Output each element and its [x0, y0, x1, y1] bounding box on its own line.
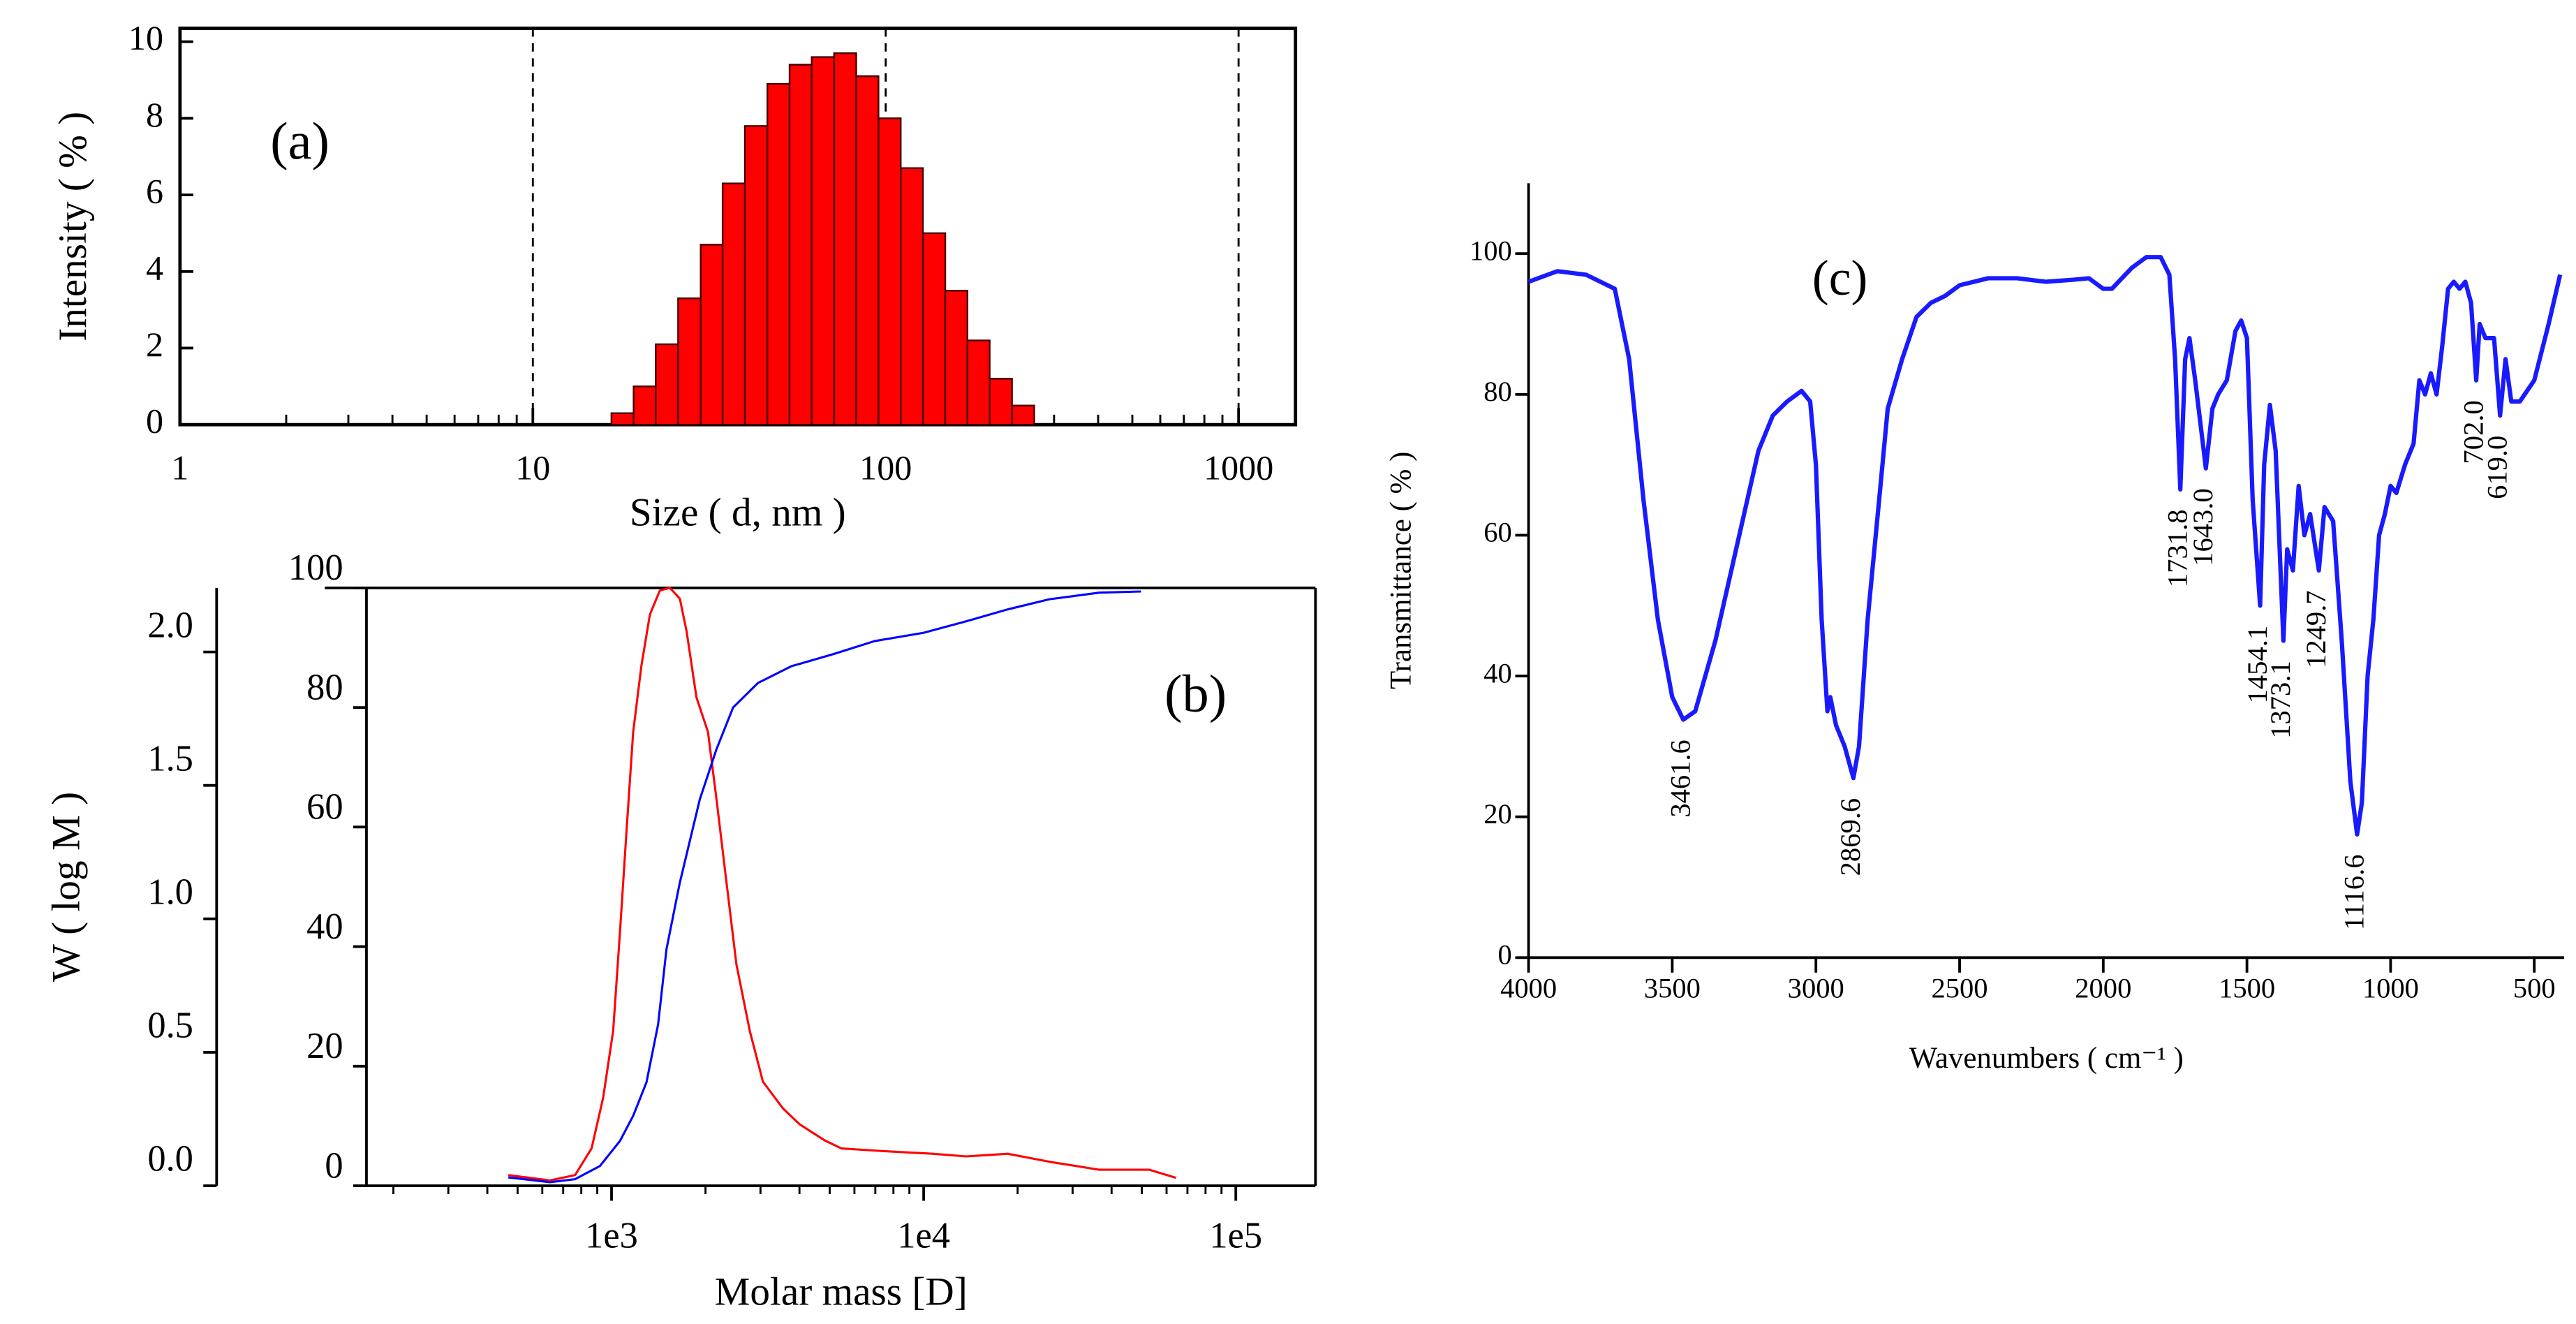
x-tick-label: 4000: [1500, 972, 1557, 1003]
x-tick-label: 2000: [2075, 972, 2131, 1003]
x-tick-label: 100: [859, 448, 912, 487]
x-axis-label: Wavenumbers ( cm⁻¹ ): [1909, 1042, 2184, 1075]
bar: [721, 182, 746, 426]
bar: [1011, 404, 1035, 426]
y-axis-label: Intensity ( % ): [51, 112, 95, 341]
y-tick-label: 2.0: [147, 605, 193, 645]
y-tick-label: 10: [128, 18, 163, 57]
y-tick-label: 1.0: [147, 871, 193, 912]
x-tick-label: 10: [515, 448, 550, 487]
x-tick-label: 1e3: [585, 1215, 638, 1256]
bar: [743, 125, 769, 426]
bar: [767, 82, 791, 426]
y-tick-label: 80: [1483, 376, 1512, 407]
y-tick-label: 0: [146, 402, 163, 441]
x-axis-label: Molar mass [D]: [714, 1270, 967, 1314]
y-tick-label: 0.5: [147, 1006, 193, 1046]
y-tick-label: 8: [146, 95, 163, 134]
x-tick-label: 1000: [1204, 448, 1273, 487]
y-axis-label: W ( log M ): [45, 792, 89, 982]
y-tick-label: 0: [1498, 939, 1512, 971]
y2-tick-label: 20: [306, 1026, 343, 1066]
x-tick-label: 1000: [2362, 972, 2419, 1003]
y2-tick-label: 80: [306, 667, 343, 707]
peak-label: 1373.1: [2265, 661, 2296, 738]
x-tick-label: 1e5: [1209, 1215, 1262, 1256]
y2-tick-label: 0: [325, 1145, 343, 1186]
bar: [900, 167, 924, 426]
y-tick-label: 60: [1483, 517, 1512, 548]
x-tick-label: 1500: [2219, 972, 2275, 1003]
panel-label: (a): [270, 111, 330, 170]
y-axis-label: Transmittance ( % ): [1385, 452, 1418, 689]
bar: [699, 244, 724, 426]
x-tick-label: 3500: [1644, 972, 1701, 1003]
y-tick-label: 100: [1470, 235, 1512, 266]
bar: [855, 75, 880, 426]
peak-label: 1249.7: [2300, 590, 2332, 668]
y2-tick-label: 100: [288, 547, 343, 588]
bar: [677, 297, 702, 426]
bar: [810, 56, 835, 426]
y-tick-label: 6: [146, 172, 163, 211]
peak-label: 2869.6: [1835, 798, 1866, 876]
bar: [921, 232, 947, 426]
y-tick-label: 1.5: [147, 738, 193, 779]
peak-label: 1643.0: [2187, 488, 2219, 566]
y-tick-label: 0.0: [147, 1139, 193, 1179]
x-tick-label: 1: [171, 448, 188, 487]
x-tick-label: 2500: [1931, 972, 1987, 1003]
peak-label: 619.0: [2482, 436, 2513, 499]
data-line: [1527, 255, 2563, 837]
bar: [833, 52, 857, 426]
y-tick-label: 2: [146, 325, 163, 364]
peak-label: 1454.1: [2242, 626, 2273, 703]
bar: [610, 412, 635, 426]
x-tick-label: 1e4: [897, 1215, 950, 1256]
panel-label: (c): [1812, 251, 1867, 306]
bar: [632, 385, 657, 426]
data-line: [508, 590, 1141, 1184]
x-tick-label: 500: [2513, 972, 2556, 1003]
bar: [989, 378, 1013, 426]
y-tick-label: 40: [1483, 657, 1512, 689]
bar: [944, 290, 969, 426]
panel-label: (b): [1164, 664, 1227, 723]
peak-label: 3461.6: [1665, 740, 1696, 817]
y2-tick-label: 40: [306, 906, 343, 947]
x-axis-label: Size ( d, nm ): [630, 490, 846, 534]
bar: [788, 64, 813, 426]
y2-tick-label: 60: [306, 787, 343, 828]
peak-label: 1731.8: [2162, 510, 2193, 587]
bar: [655, 343, 679, 426]
x-tick-label: 3000: [1788, 972, 1844, 1003]
data-line: [508, 587, 1176, 1182]
bar: [966, 339, 991, 426]
bar: [878, 117, 902, 426]
peak-label: 702.0: [2457, 400, 2489, 464]
y-tick-label: 20: [1483, 798, 1512, 830]
peak-label: 1116.6: [2339, 855, 2370, 930]
y-tick-label: 4: [146, 248, 163, 287]
